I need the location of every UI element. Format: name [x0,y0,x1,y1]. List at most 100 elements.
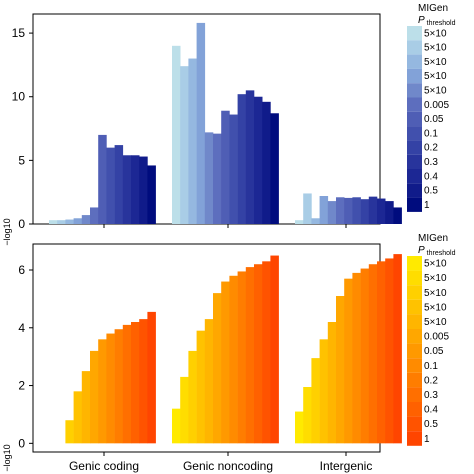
bar [90,350,99,444]
legend-label: 5×10 [424,302,447,313]
legend-label: 0.005 [424,100,449,111]
bar [196,330,206,444]
bottom-panel: 0 2 4 6 −log10 [2,243,402,472]
bar [204,319,214,444]
bar [98,134,107,224]
legend-label: 0.5 [424,419,438,430]
legend-label: 0.05 [424,346,444,357]
legend-label: 5×10 [424,273,447,284]
bar [336,197,345,224]
bar [114,145,124,224]
bar [213,293,222,444]
bar [81,215,91,224]
legend-label: 0.3 [424,157,438,168]
bar [131,322,140,444]
bar [122,324,132,444]
bar [147,165,156,224]
legend-swatch [407,197,422,212]
bar [385,258,394,444]
bar [221,281,230,444]
bar [73,391,83,444]
y-tick-label: 2 [18,379,25,393]
top-legend-items: 5×10 5×10 5×10 5×10 5×10 0.005 0.05 0.1 0.2 0.3 0.… [407,26,449,212]
legend-label: 1 [424,200,430,211]
legend-swatch [407,285,422,300]
bar [122,155,132,224]
bar [106,147,115,224]
bar [196,22,206,225]
bar [327,201,337,224]
top-legend-title: MIGen [418,3,448,14]
legend-swatch [407,169,422,184]
bar [245,90,255,224]
legend-swatch [407,40,422,55]
legend-label: 0.3 [424,390,438,401]
bar [311,218,320,224]
bar [360,199,370,224]
bottom-y-axis: 0 2 4 6 [18,263,33,450]
bar [98,339,107,444]
legend-label: 5×10 [424,28,447,39]
legend-swatch [407,183,422,198]
bar [237,271,247,444]
bar [254,264,263,444]
legend-label: 5×10 [424,317,447,328]
bottom-legend-title: MIGen [418,233,448,244]
top-x-ticks [103,224,347,228]
legend-label: 5×10 [424,86,447,97]
legend-label: 0.2 [424,375,438,386]
bar [90,207,99,224]
bar [213,133,222,224]
bar [368,196,378,224]
legend-swatch [407,154,422,169]
bar [73,218,83,224]
legend-swatch [407,97,422,112]
bar [344,278,353,444]
bar [385,201,394,224]
bar [204,132,214,224]
legend-swatch [407,256,422,271]
legend-swatch [407,431,422,446]
bar [237,94,247,224]
bar [106,333,115,444]
y-tick-label: 15 [12,26,26,40]
legend-swatch [407,402,422,417]
bar [65,219,74,224]
legend-label: 0.1 [424,361,438,372]
top-legend-subtitle-p: P [418,15,425,26]
bar [229,114,238,224]
legend-swatch [407,329,422,344]
top-legend-subtitle-threshold: threshold [427,20,456,27]
y-tick-label: 6 [18,263,25,277]
x-label-intergenic: Intergenic [320,459,373,473]
legend-swatch [407,83,422,98]
bar [303,193,312,224]
legend-swatch [407,111,422,127]
bottom-x-ticks [103,452,347,456]
legend-swatch [407,126,422,141]
legend-swatch [407,314,422,329]
legend-label: 5×10 [424,57,447,68]
bar [172,408,181,444]
bar [319,339,329,444]
top-y-label: −log10 [2,218,12,245]
bar [295,411,304,444]
y-tick-label: 0 [18,217,25,231]
bottom-legend-subtitle-p: P [418,245,425,256]
y-tick-label: 0 [18,436,25,450]
legend-swatch [407,358,422,373]
bar [188,350,197,444]
legend-label: 1 [424,434,430,445]
bar [303,387,312,444]
bar [270,255,279,444]
legend-swatch [407,299,422,315]
legend-swatch [407,372,422,388]
bottom-y-label: −log10 [2,444,12,471]
bar [180,66,189,224]
legend-swatch [407,387,422,402]
bar [221,110,230,224]
bar [352,272,361,444]
